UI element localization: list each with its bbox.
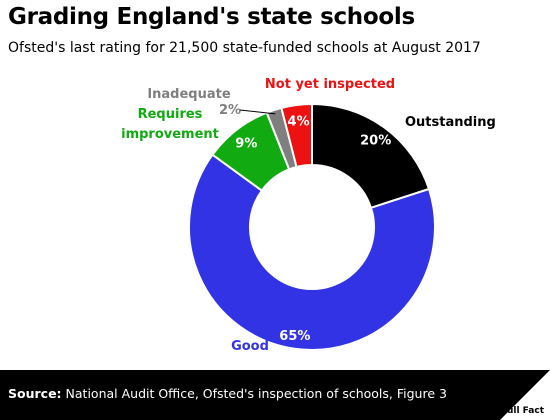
category-label-inadequate: Inadequate <box>147 87 231 102</box>
category-label-requires-improvement: Requires improvement <box>121 107 219 142</box>
slice-good <box>188 153 436 351</box>
value-label-good: 65% <box>279 329 310 344</box>
slice-not-yet-inspected <box>280 102 313 169</box>
value-label-inadequate: 2% <box>219 103 241 118</box>
value-label-not-yet-inspected: 4% <box>288 115 310 130</box>
category-label-not-yet-inspected: Not yet inspected <box>265 77 395 92</box>
source-text: National Audit Office, Ofsted's inspecti… <box>65 386 447 401</box>
brand-logo: Full Fact <box>501 406 544 416</box>
category-label-outstanding: Outstanding <box>405 115 496 130</box>
slice-outstanding <box>311 102 431 210</box>
donut-chart: 20% Outstanding 65% Good 9% Requires improveme… <box>121 77 496 354</box>
category-label-good: Good <box>231 339 269 354</box>
chart-subtitle: Ofsted's last rating for 21,500 state-fu… <box>8 40 481 56</box>
source-note: Source: National Audit Office, Ofsted's … <box>8 386 447 401</box>
value-label-outstanding: 20% <box>360 133 391 148</box>
source-label: Source: <box>8 386 62 401</box>
chart-title: Grading England's state schools <box>8 4 415 30</box>
brand-corner <box>500 370 550 420</box>
leader-line-inadequate <box>239 109 276 115</box>
footer-bar: Source: National Audit Office, Ofsted's … <box>0 370 550 420</box>
value-label-requires-improvement: 9% <box>235 136 257 151</box>
